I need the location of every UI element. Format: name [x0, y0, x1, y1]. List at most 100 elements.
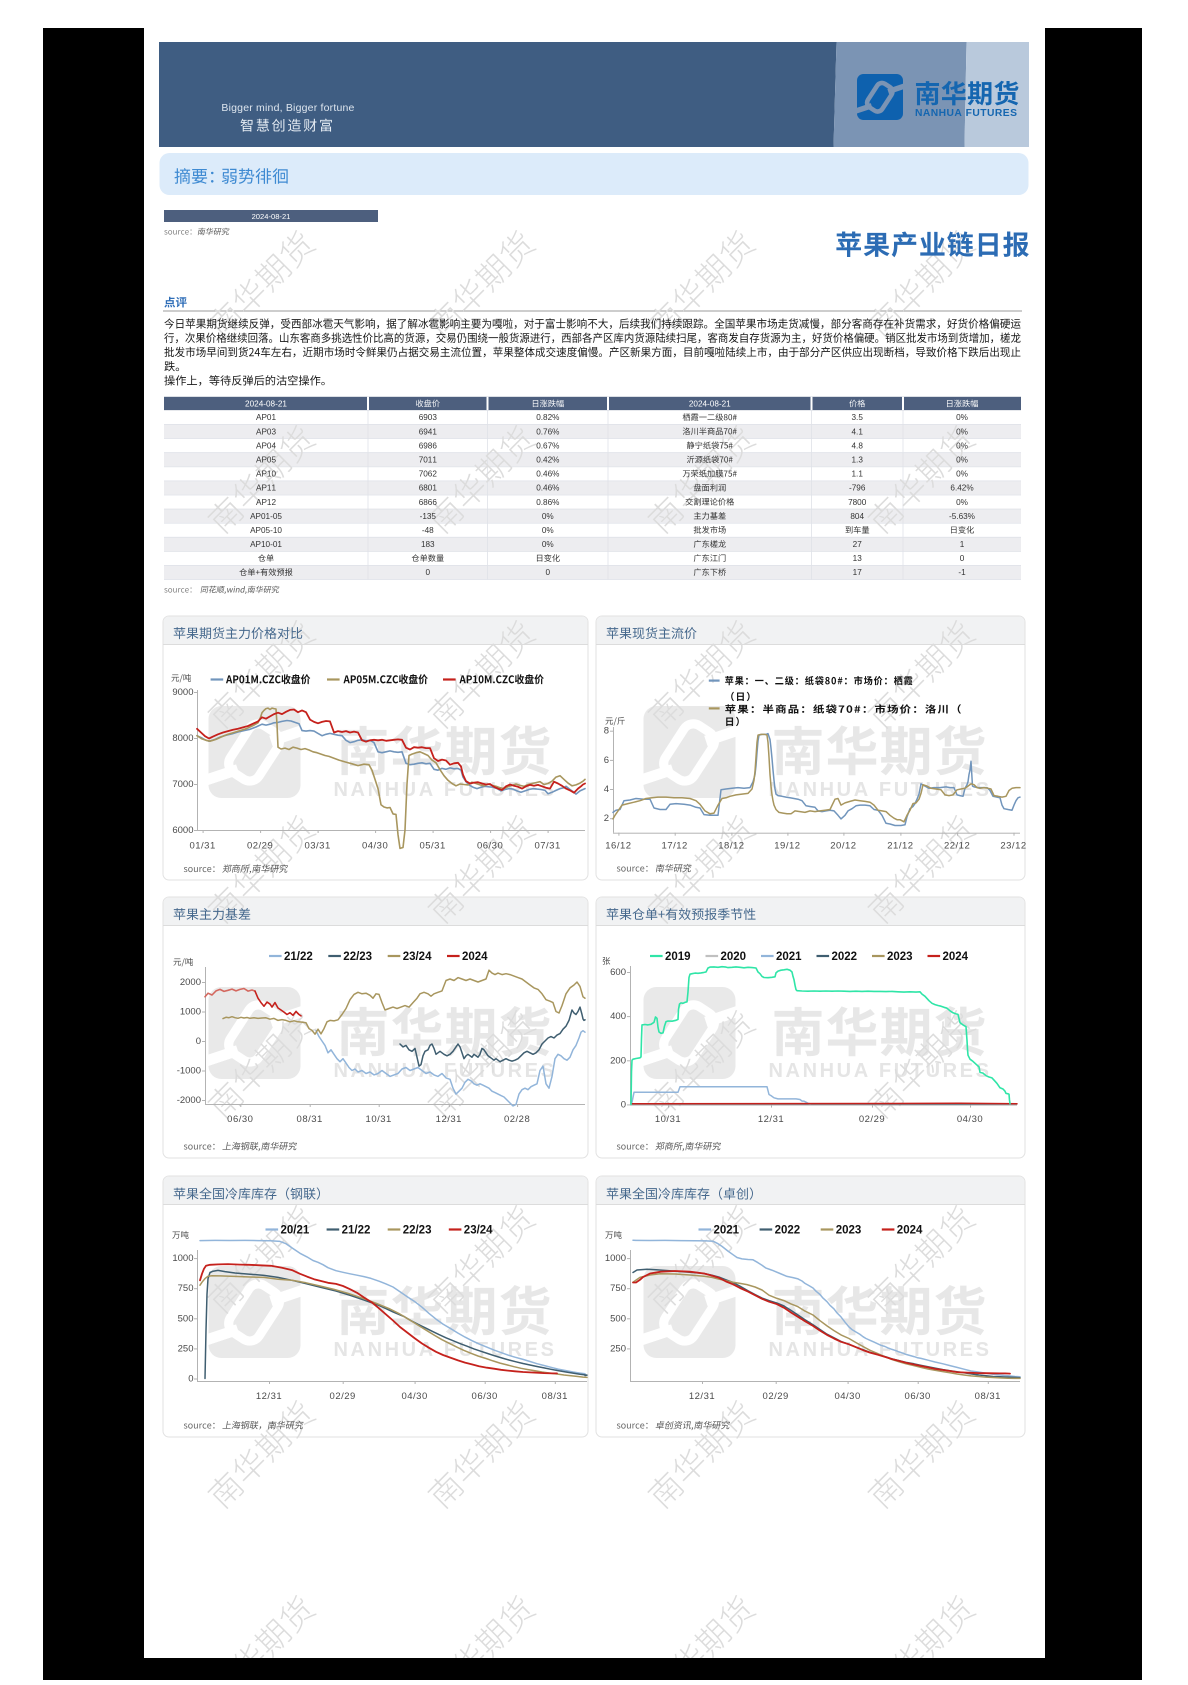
svg-text:2021: 2021 — [776, 951, 802, 963]
svg-text:9000: 9000 — [172, 687, 193, 698]
svg-text:22/23: 22/23 — [403, 1225, 432, 1237]
svg-text:12/31: 12/31 — [689, 1391, 715, 1402]
svg-text:03/31: 03/31 — [304, 841, 330, 852]
svg-text:804: 804 — [850, 512, 864, 521]
svg-text:NANHUA FUTURES: NANHUA FUTURES — [769, 1339, 992, 1361]
svg-text:1000: 1000 — [605, 1253, 626, 1264]
svg-text:0: 0 — [426, 568, 431, 577]
svg-text:AP05-10: AP05-10 — [250, 526, 282, 535]
svg-text:0%: 0% — [956, 498, 968, 507]
svg-text:183: 183 — [421, 540, 435, 549]
svg-text:750: 750 — [178, 1283, 194, 1294]
svg-text:0%: 0% — [542, 512, 554, 521]
svg-text:AP12: AP12 — [256, 498, 276, 507]
svg-text:6903: 6903 — [419, 413, 438, 422]
svg-text:17: 17 — [853, 568, 863, 577]
svg-text:18/12: 18/12 — [718, 841, 744, 852]
svg-text:17/12: 17/12 — [662, 841, 688, 852]
svg-text:0.76%: 0.76% — [536, 427, 559, 436]
svg-text:0.46%: 0.46% — [536, 470, 559, 479]
svg-text:-796: -796 — [849, 484, 866, 493]
svg-text:AP11: AP11 — [256, 484, 276, 493]
svg-text:0: 0 — [960, 554, 965, 563]
svg-text:2023: 2023 — [836, 1225, 862, 1237]
svg-text:0%: 0% — [956, 427, 968, 436]
svg-text:0.82%: 0.82% — [536, 413, 559, 422]
svg-text:2019: 2019 — [665, 951, 691, 963]
svg-text:AP01: AP01 — [256, 413, 276, 422]
svg-text:12/31: 12/31 — [436, 1114, 462, 1125]
svg-text:-48: -48 — [422, 526, 434, 535]
svg-text:2023: 2023 — [887, 951, 913, 963]
svg-text:2022: 2022 — [775, 1225, 801, 1237]
svg-text:2021: 2021 — [714, 1225, 740, 1237]
svg-text:07/31: 07/31 — [534, 841, 560, 852]
svg-text:04/30: 04/30 — [834, 1391, 860, 1402]
svg-text:1.1: 1.1 — [852, 470, 864, 479]
svg-text:6941: 6941 — [419, 427, 438, 436]
svg-text:7000: 7000 — [172, 779, 193, 790]
svg-text:21/22: 21/22 — [342, 1225, 371, 1237]
svg-text:0%: 0% — [956, 470, 968, 479]
svg-text:AP05: AP05 — [256, 456, 276, 465]
svg-text:6.42%: 6.42% — [950, 484, 973, 493]
svg-text:06/30: 06/30 — [227, 1114, 253, 1125]
svg-text:02/29: 02/29 — [859, 1114, 885, 1125]
svg-text:8000: 8000 — [172, 733, 193, 744]
svg-text:NANHUA FUTURES: NANHUA FUTURES — [334, 1060, 557, 1082]
svg-text:1.3: 1.3 — [852, 456, 864, 465]
svg-text:2024-08-21: 2024-08-21 — [252, 212, 291, 221]
svg-text:23/24: 23/24 — [464, 1225, 493, 1237]
svg-text:200: 200 — [610, 1055, 626, 1066]
svg-text:10/31: 10/31 — [366, 1114, 392, 1125]
svg-text:250: 250 — [610, 1343, 626, 1354]
svg-text:0.86%: 0.86% — [536, 498, 559, 507]
svg-text:6866: 6866 — [419, 498, 438, 507]
svg-text:21/22: 21/22 — [284, 951, 313, 963]
svg-text:04/30: 04/30 — [362, 841, 388, 852]
svg-text:2020: 2020 — [721, 951, 747, 963]
svg-text:22/12: 22/12 — [944, 841, 970, 852]
svg-text:0.42%: 0.42% — [536, 456, 559, 465]
svg-text:0: 0 — [196, 1036, 201, 1047]
svg-text:7062: 7062 — [419, 470, 438, 479]
svg-text:08/31: 08/31 — [975, 1391, 1001, 1402]
svg-text:2024: 2024 — [897, 1225, 923, 1237]
svg-text:06/30: 06/30 — [905, 1391, 931, 1402]
svg-text:8: 8 — [604, 726, 609, 737]
svg-text:2024-08-21: 2024-08-21 — [689, 400, 731, 409]
svg-text:6986: 6986 — [419, 441, 438, 450]
svg-text:0.46%: 0.46% — [536, 484, 559, 493]
svg-text:20/12: 20/12 — [830, 841, 856, 852]
svg-text:0: 0 — [188, 1374, 193, 1385]
svg-text:6: 6 — [604, 755, 609, 766]
svg-text:22/23: 22/23 — [343, 951, 372, 963]
svg-text:-135: -135 — [420, 512, 437, 521]
svg-text:08/31: 08/31 — [297, 1114, 323, 1125]
svg-text:Bigger mind, Bigger fortune: Bigger mind, Bigger fortune — [221, 102, 354, 114]
svg-text:12/31: 12/31 — [758, 1114, 784, 1125]
svg-text:1000: 1000 — [180, 1007, 201, 1018]
svg-text:04/30: 04/30 — [957, 1114, 983, 1125]
svg-text:4: 4 — [604, 784, 609, 795]
svg-text:1: 1 — [960, 540, 965, 549]
svg-text:0%: 0% — [542, 540, 554, 549]
svg-text:08/31: 08/31 — [542, 1391, 568, 1402]
svg-text:-1000: -1000 — [177, 1066, 201, 1077]
svg-text:0.67%: 0.67% — [536, 441, 559, 450]
svg-text:-2000: -2000 — [177, 1095, 201, 1106]
svg-text:NANHUA FUTURES: NANHUA FUTURES — [334, 1339, 557, 1361]
svg-text:06/30: 06/30 — [472, 1391, 498, 1402]
svg-text:02/29: 02/29 — [247, 841, 273, 852]
svg-text:7011: 7011 — [419, 456, 438, 465]
svg-text:23/24: 23/24 — [403, 951, 432, 963]
svg-text:04/30: 04/30 — [401, 1391, 427, 1402]
svg-text:6000: 6000 — [172, 825, 193, 836]
svg-text:02/29: 02/29 — [330, 1391, 356, 1402]
svg-text:0%: 0% — [956, 441, 968, 450]
svg-text:2024-08-21: 2024-08-21 — [245, 400, 287, 409]
svg-text:600: 600 — [610, 967, 626, 978]
svg-text:05/31: 05/31 — [419, 841, 445, 852]
svg-text:1000: 1000 — [172, 1253, 193, 1264]
svg-text:19/12: 19/12 — [774, 841, 800, 852]
